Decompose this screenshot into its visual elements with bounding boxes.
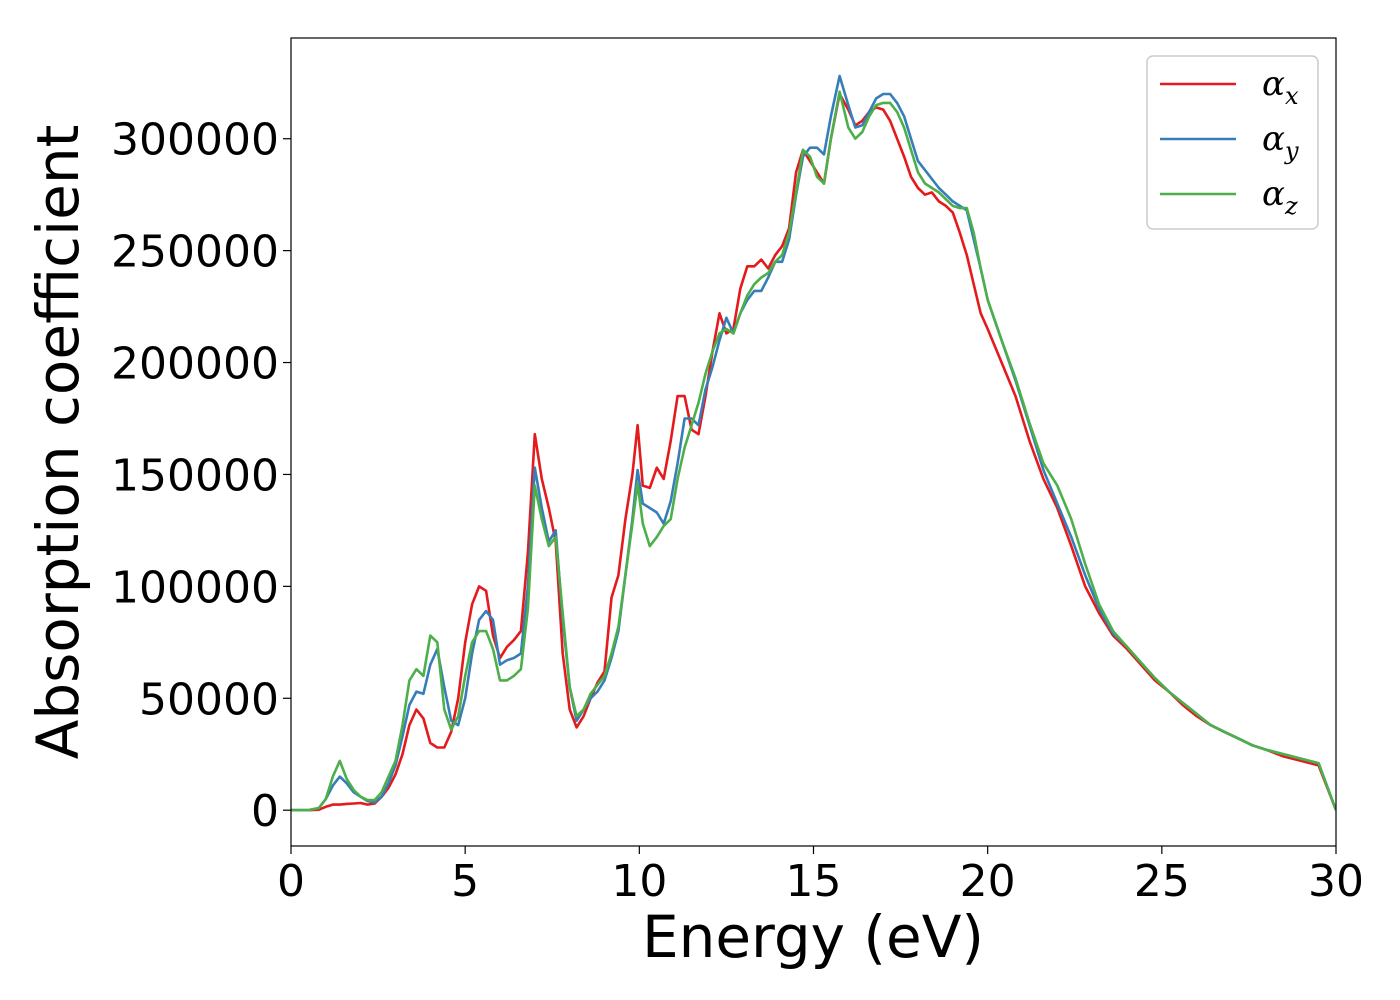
x-tick-label: 5 — [451, 856, 479, 907]
y-axis-title: Absorption coefficient — [24, 125, 92, 760]
x-axis-title: Energy (eV) — [642, 903, 984, 971]
x-tick-label: 10 — [611, 856, 667, 907]
x-tick-label: 15 — [786, 856, 842, 907]
series-line-z — [291, 90, 1336, 812]
x-tick-label: 30 — [1308, 856, 1364, 907]
plot-series-group — [291, 74, 1336, 812]
series-line-x — [291, 92, 1336, 812]
legend-label-z: αz — [1262, 174, 1298, 220]
y-tick-label: 0 — [251, 786, 279, 837]
legend-subscript: y — [1284, 137, 1299, 165]
y-tick-label: 200000 — [111, 339, 279, 390]
y-tick-label: 300000 — [111, 115, 279, 166]
legend-symbol: α — [1262, 119, 1285, 159]
x-tick-label: 20 — [960, 856, 1016, 907]
legend-label-y: αy — [1262, 119, 1299, 165]
series-line-y — [291, 74, 1336, 812]
x-axis-ticks: 0 5 10 15 20 25 30 — [277, 846, 1364, 907]
legend-symbol: α — [1262, 64, 1285, 104]
y-tick-label: 150000 — [111, 450, 279, 501]
y-axis-ticks: 0 50000 100000 150000 200000 250000 300000 — [111, 115, 291, 837]
x-tick-label: 25 — [1134, 856, 1190, 907]
y-tick-label: 250000 — [111, 227, 279, 278]
x-tick-label: 0 — [277, 856, 305, 907]
legend-subscript: x — [1285, 82, 1299, 110]
y-tick-label: 50000 — [139, 674, 279, 725]
legend-symbol: α — [1262, 174, 1285, 214]
legend-label-x: αx — [1262, 64, 1299, 110]
y-tick-label: 100000 — [111, 562, 279, 613]
legend-box — [1146, 55, 1319, 230]
legend-subscript: z — [1284, 192, 1298, 220]
